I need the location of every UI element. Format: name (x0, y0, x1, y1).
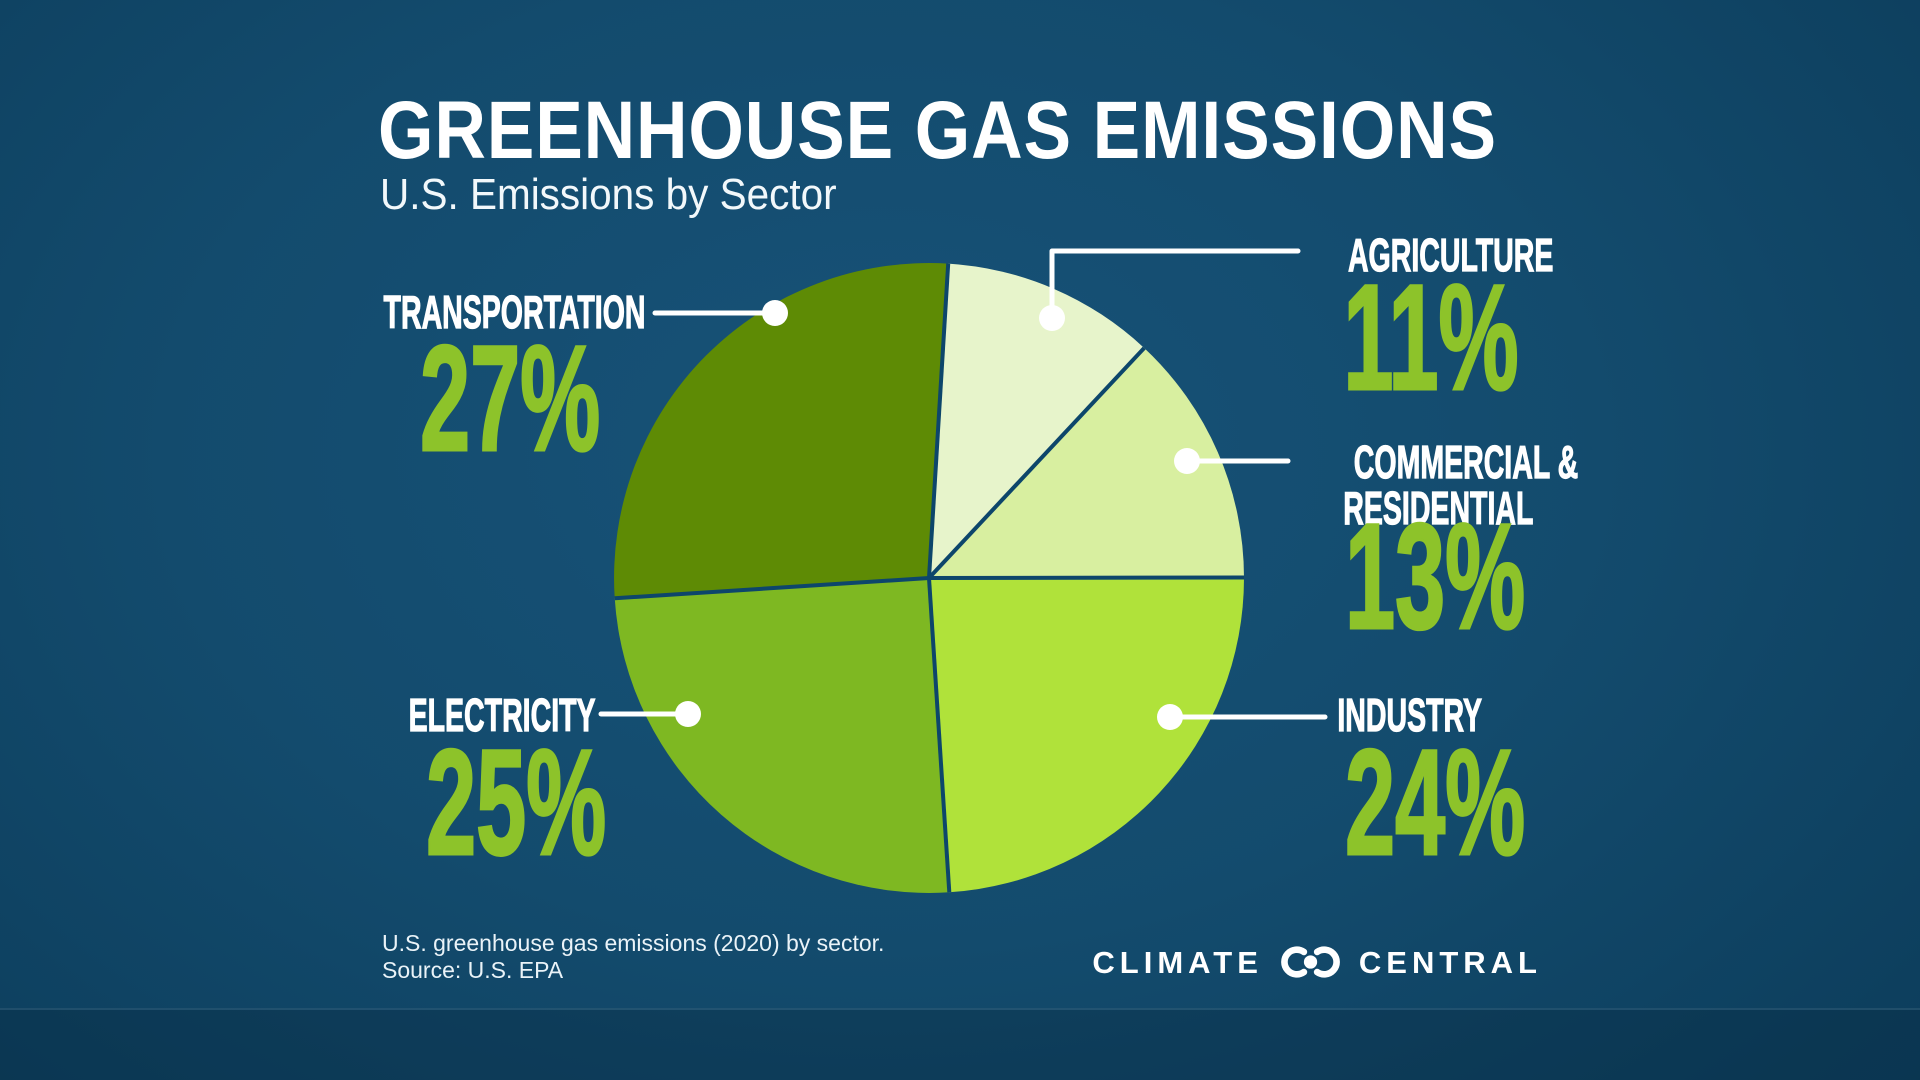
climate-central-logo-icon (1281, 946, 1340, 978)
sector-label-agriculture: AGRICULTURE (1347, 229, 1554, 281)
source-note-line1: U.S. greenhouse gas emissions (2020) by … (382, 930, 885, 956)
pie-slice-transportation (614, 263, 949, 599)
callout-dot-agriculture (1039, 305, 1065, 331)
sector-pct-electricity: 25% (425, 718, 607, 886)
pie-slice-divider (928, 575, 1245, 580)
sector-pct-industry: 24% (1344, 718, 1526, 886)
callout-dot-industry (1157, 704, 1183, 730)
floor-divider (0, 1008, 1920, 1080)
pie-slice-divider (927, 577, 952, 893)
sector-label-industry: INDUSTRY (1337, 689, 1483, 741)
callout-dot-commercial-residential (1174, 448, 1200, 474)
pie-slice-electricity (614, 578, 950, 893)
pie-slice-divider (927, 346, 1146, 580)
page-title: GREENHOUSE GAS EMISSIONS (378, 85, 1497, 176)
logo-central-text: CENTRAL (1358, 944, 1542, 980)
pie-slice-commercial-residential (929, 348, 1244, 578)
pie-slice-divider (614, 576, 930, 601)
logo-climate-text: CLIMATE (1092, 944, 1263, 980)
source-note-line2: Source: U.S. EPA (382, 957, 564, 983)
pie-slice-agriculture (929, 263, 1145, 578)
pie-slice-divider (927, 263, 951, 579)
source-note: U.S. greenhouse gas emissions (2020) by … (382, 930, 884, 984)
pie-slice-industry (929, 577, 1245, 893)
sector-pct-agriculture: 11% (1342, 253, 1519, 421)
sector-pct-transportation: 27% (419, 314, 601, 482)
callout-line-agriculture (1049, 248, 1301, 309)
sector-label-commercial-residential: COMMERCIAL & RESIDENTIAL (1343, 436, 1579, 534)
page-subtitle: U.S. Emissions by Sector (380, 170, 837, 219)
sector-pct-commercial-residential: 13% (1344, 492, 1526, 660)
callout-dot-electricity (675, 701, 701, 727)
callout-dot-transportation (762, 300, 788, 326)
sector-label-electricity: ELECTRICITY (409, 689, 597, 741)
climate-central-logo: CLIMATE CENTRAL (1092, 942, 1542, 982)
sector-label-transportation: TRANSPORTATION (383, 286, 646, 338)
